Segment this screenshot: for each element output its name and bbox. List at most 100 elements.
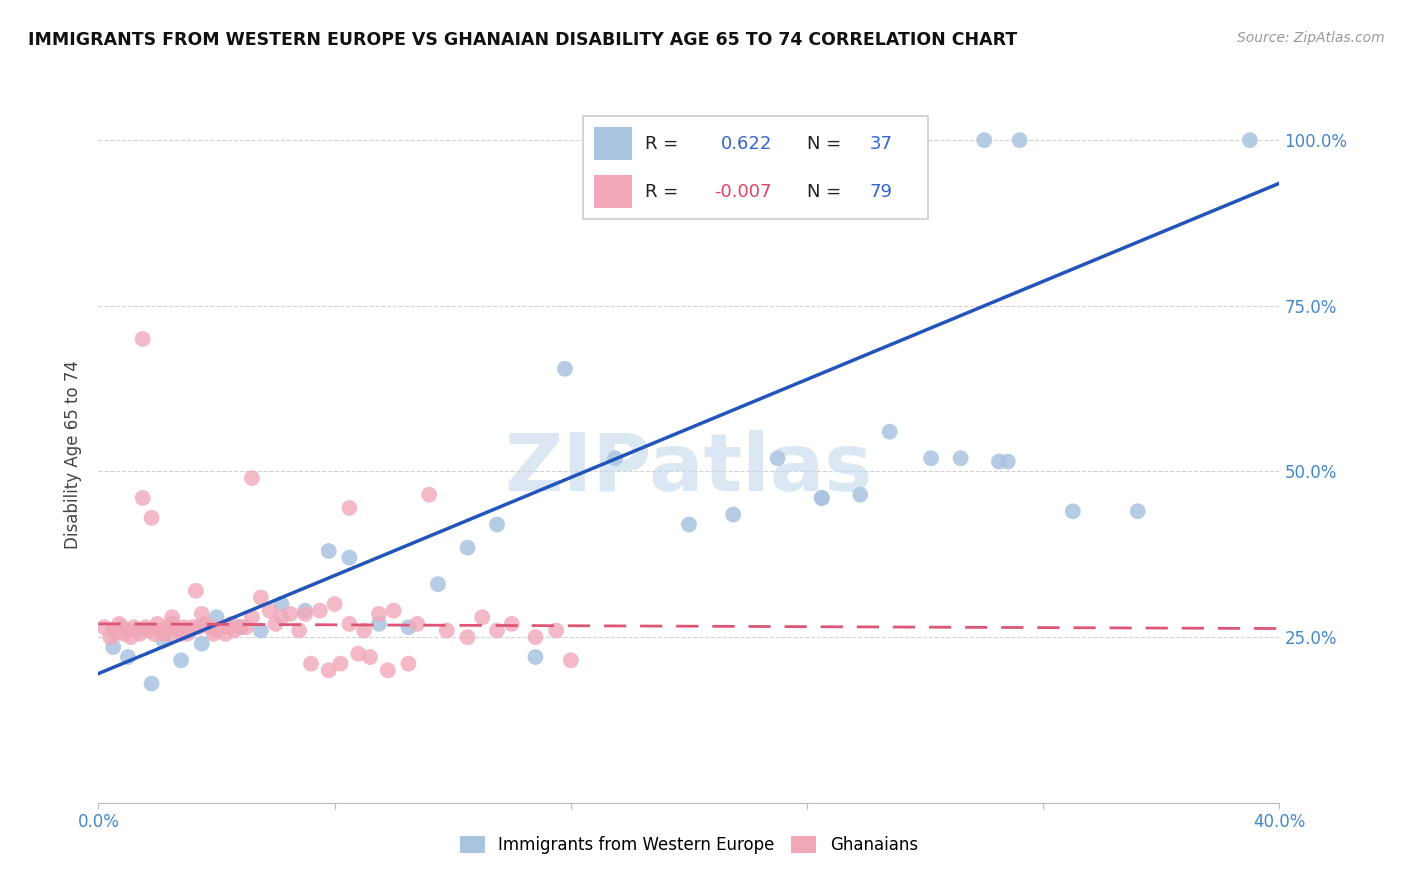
- Text: 37: 37: [869, 135, 893, 153]
- Point: [323, 597, 346, 611]
- Point: [235, 620, 257, 634]
- Point: [486, 624, 509, 638]
- Point: [105, 627, 128, 641]
- Point: [108, 616, 131, 631]
- Point: [353, 624, 375, 638]
- Point: [143, 627, 166, 641]
- Bar: [593, 128, 631, 160]
- Point: [339, 550, 361, 565]
- Point: [501, 616, 523, 631]
- Point: [138, 624, 160, 638]
- Point: [117, 650, 139, 665]
- Point: [920, 451, 942, 466]
- Point: [152, 633, 174, 648]
- Point: [250, 624, 273, 638]
- Point: [221, 616, 243, 631]
- Point: [849, 488, 872, 502]
- Text: Source: ZipAtlas.com: Source: ZipAtlas.com: [1237, 31, 1385, 45]
- Point: [205, 624, 228, 638]
- Point: [128, 627, 150, 641]
- Text: ZIPatlas: ZIPatlas: [505, 430, 873, 508]
- Point: [167, 624, 190, 638]
- Text: -0.007: -0.007: [714, 183, 772, 201]
- Point: [229, 620, 252, 634]
- Point: [146, 616, 169, 631]
- Point: [973, 133, 995, 147]
- Point: [194, 616, 217, 631]
- Point: [103, 640, 125, 654]
- Point: [294, 607, 316, 621]
- Point: [1062, 504, 1084, 518]
- Point: [457, 541, 479, 555]
- Point: [436, 624, 458, 638]
- Point: [810, 491, 832, 505]
- Point: [294, 604, 316, 618]
- Point: [191, 607, 214, 621]
- Point: [132, 491, 155, 505]
- Point: [117, 624, 139, 638]
- Point: [184, 583, 207, 598]
- Point: [217, 620, 239, 634]
- Point: [546, 624, 568, 638]
- Point: [125, 624, 148, 638]
- Legend: Immigrants from Western Europe, Ghanaians: Immigrants from Western Europe, Ghanaian…: [453, 829, 925, 861]
- Point: [157, 627, 180, 641]
- Point: [347, 647, 370, 661]
- Point: [554, 361, 576, 376]
- Point: [406, 616, 429, 631]
- FancyBboxPatch shape: [583, 116, 928, 219]
- Point: [211, 620, 233, 634]
- Point: [398, 657, 420, 671]
- Point: [524, 650, 547, 665]
- Point: [155, 620, 177, 634]
- Point: [229, 620, 252, 634]
- Point: [98, 630, 121, 644]
- Point: [418, 488, 440, 502]
- Point: [103, 624, 125, 638]
- Point: [723, 508, 745, 522]
- Point: [368, 607, 391, 621]
- Point: [605, 451, 627, 466]
- Point: [162, 616, 183, 631]
- Point: [997, 454, 1019, 468]
- Point: [187, 620, 209, 634]
- Point: [149, 624, 172, 638]
- Text: IMMIGRANTS FROM WESTERN EUROPE VS GHANAIAN DISABILITY AGE 65 TO 74 CORRELATION C: IMMIGRANTS FROM WESTERN EUROPE VS GHANAI…: [28, 31, 1018, 49]
- Point: [214, 627, 236, 641]
- Text: 0.622: 0.622: [721, 135, 773, 153]
- Point: [318, 663, 340, 677]
- Text: R =: R =: [645, 183, 679, 201]
- Text: N =: N =: [807, 183, 842, 201]
- Point: [1126, 504, 1149, 518]
- Point: [135, 620, 157, 634]
- Point: [162, 610, 183, 624]
- Point: [205, 610, 228, 624]
- Point: [382, 604, 405, 618]
- Point: [173, 620, 195, 634]
- Point: [191, 637, 214, 651]
- Point: [181, 620, 204, 634]
- Point: [240, 610, 263, 624]
- Point: [270, 610, 292, 624]
- Bar: [593, 176, 631, 208]
- Point: [179, 624, 201, 638]
- Point: [165, 620, 187, 634]
- Point: [949, 451, 972, 466]
- Point: [339, 500, 361, 515]
- Point: [1008, 133, 1031, 147]
- Point: [471, 610, 494, 624]
- Point: [270, 597, 292, 611]
- Point: [264, 616, 287, 631]
- Point: [152, 627, 174, 641]
- Point: [122, 620, 145, 634]
- Point: [141, 676, 163, 690]
- Point: [329, 657, 352, 671]
- Point: [524, 630, 547, 644]
- Point: [114, 627, 136, 641]
- Point: [288, 624, 311, 638]
- Text: 79: 79: [869, 183, 893, 201]
- Point: [111, 620, 134, 634]
- Point: [309, 604, 332, 618]
- Point: [678, 517, 700, 532]
- Point: [141, 511, 163, 525]
